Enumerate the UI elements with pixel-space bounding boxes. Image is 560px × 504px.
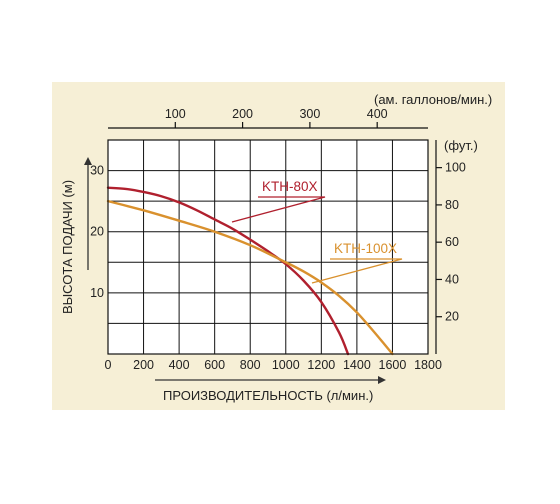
grid: [108, 140, 428, 354]
series-group: [106, 186, 394, 356]
x-tick-label: 1400: [343, 358, 371, 372]
plot-area: [108, 140, 428, 354]
x-tick-label: 0: [105, 358, 112, 372]
x-top-tick-label: 300: [299, 107, 320, 121]
series-label-2: KTH-100X: [334, 241, 397, 256]
y-right-tick-label: 20: [445, 310, 459, 324]
series-line-2: [106, 199, 394, 356]
plot-frame: [107, 139, 429, 355]
x-tick-label: 1800: [414, 358, 442, 372]
x-tick-label: 400: [169, 358, 190, 372]
y-axis-label: ВЫСОТА ПОДАЧИ (м): [60, 180, 75, 314]
x-top-tick-label: 100: [165, 107, 186, 121]
series-label-leader-1: [231, 196, 326, 223]
x-axis-arrow-head: [378, 376, 386, 384]
y-tick-label: 30: [90, 164, 104, 178]
y-right-tick-label: 80: [445, 198, 459, 212]
x-tick-label: 1200: [307, 358, 335, 372]
x-tick-label: 600: [204, 358, 225, 372]
x-top-tick-label: 400: [367, 107, 388, 121]
series-labels: KTH-80X KTH-100X: [231, 179, 403, 284]
x-tick-label: 1000: [272, 358, 300, 372]
series-line-1: [106, 186, 350, 356]
y-axis-arrow-head: [84, 157, 92, 165]
x-top-tick-label: 200: [232, 107, 253, 121]
x-tick-label: 800: [240, 358, 261, 372]
y-right-axis-label: (фут.): [444, 138, 478, 153]
series-label-1: KTH-80X: [262, 179, 318, 194]
y-right-tick-label: 40: [445, 272, 459, 286]
tick-labels: 0 200 400 600 800 1000 1200 1400 1600 1800 10 20 30 1…: [90, 107, 466, 372]
y-tick-label: 20: [90, 225, 104, 239]
x-tick-label: 200: [133, 358, 154, 372]
series-label-leader-2: [311, 258, 403, 284]
y-tick-label: 10: [90, 286, 104, 300]
y-right-tick-label: 100: [445, 161, 466, 175]
x-top-axis-label: (ам. галлонов/мин.): [374, 92, 492, 107]
y-right-tick-label: 60: [445, 235, 459, 249]
x-tick-label: 1600: [379, 358, 407, 372]
x-axis-label: ПРОИЗВОДИТЕЛЬНОСТЬ (л/мин.): [163, 388, 373, 403]
